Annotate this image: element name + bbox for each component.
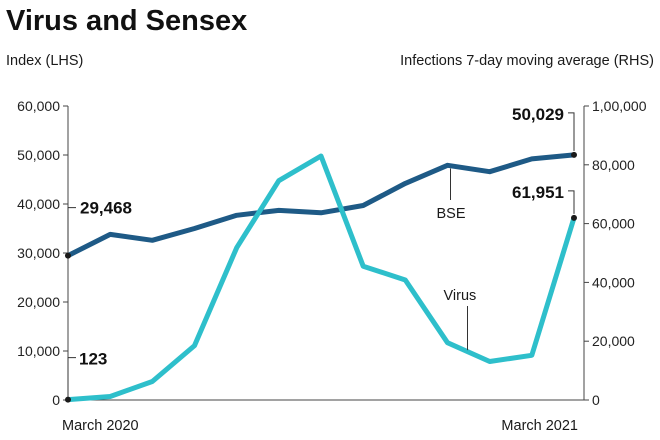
x-tick-label: March 2020 bbox=[62, 418, 139, 434]
left-tick-label: 40,000 bbox=[17, 196, 60, 212]
annotation-leader bbox=[67, 207, 76, 252]
right-tick-label: 80,000 bbox=[592, 157, 635, 173]
series-label-virus: Virus bbox=[444, 288, 477, 304]
right-axis-title: Infections 7-day moving average (RHS) bbox=[400, 53, 654, 69]
annotation-label: 61,951 bbox=[512, 183, 564, 202]
annotation-leader bbox=[568, 190, 575, 214]
annotation-label: 123 bbox=[79, 350, 107, 369]
left-tick-label: 50,000 bbox=[17, 147, 60, 163]
axes: 0 10,000 20,000 30,000 40,000 50,000 60,000 0 20… bbox=[17, 98, 647, 434]
right-tick-label: 0 bbox=[592, 392, 600, 408]
x-tick-label: March 2021 bbox=[501, 418, 578, 434]
left-tick-label: 0 bbox=[52, 392, 60, 408]
left-tick-label: 20,000 bbox=[17, 294, 60, 310]
right-tick-label: 1,00,000 bbox=[592, 98, 647, 114]
data-point-marker bbox=[65, 252, 71, 259]
left-tick-label: 10,000 bbox=[17, 343, 60, 359]
annotation-leader bbox=[568, 112, 575, 151]
chart-title: Virus and Sensex bbox=[6, 5, 247, 37]
series-line-virus bbox=[65, 153, 577, 403]
left-axis-title: Index (LHS) bbox=[6, 53, 83, 69]
data-point-marker bbox=[571, 151, 577, 158]
annotation-leader bbox=[67, 357, 76, 396]
left-tick-label: 60,000 bbox=[17, 98, 60, 114]
series-label-bse: BSE bbox=[437, 206, 466, 222]
annotation-label: 29,468 bbox=[80, 199, 132, 218]
right-tick-label: 40,000 bbox=[592, 274, 635, 290]
data-point-marker bbox=[65, 396, 71, 403]
left-tick-label: 30,000 bbox=[17, 245, 60, 261]
right-tick-label: 60,000 bbox=[592, 216, 635, 232]
series-lines bbox=[65, 152, 577, 403]
series-line-bse bbox=[65, 152, 577, 259]
annotations: 29,468 50,029 123 61,951 BSE Virus bbox=[65, 105, 577, 403]
right-tick-label: 20,000 bbox=[592, 333, 635, 349]
data-point-marker bbox=[571, 214, 577, 221]
annotation-label: 50,029 bbox=[512, 105, 564, 124]
